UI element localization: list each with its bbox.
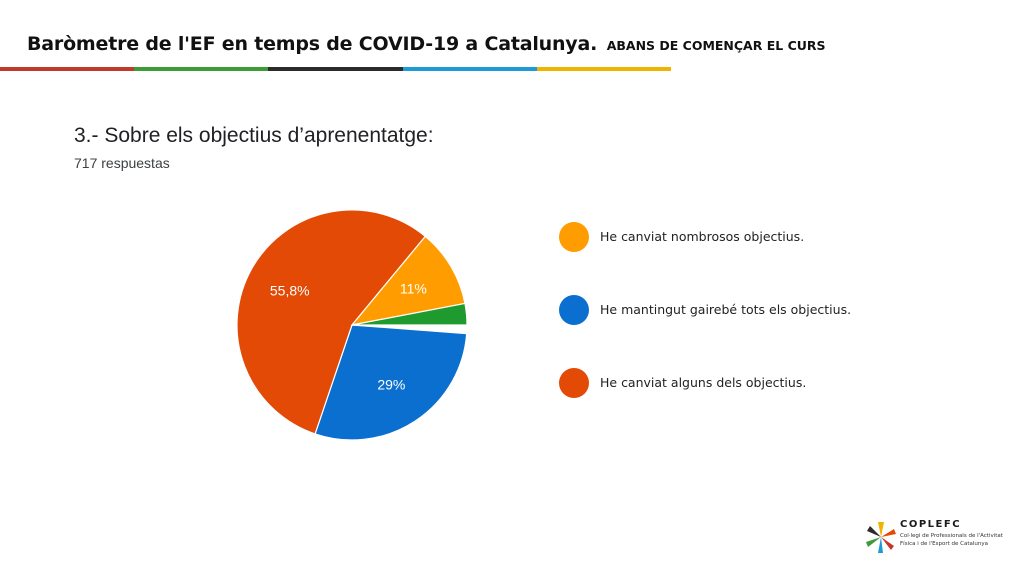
pie-data-label: 29% [377,376,405,392]
color-bar-segment [0,67,135,71]
legend-label: He canviat nombrosos objectius. [600,229,805,244]
legend-label: He mantingut gairebé tots els objectius. [600,302,852,317]
legend-marker [559,222,589,252]
logo-line-1: Col·legi de Professionals de l'Activitat [900,533,1003,539]
pie-slice [236,209,427,435]
pie-data-label: 55,8% [270,282,310,298]
slide-title: Baròmetre de l'EF en temps de COVID-19 a… [27,33,826,55]
color-bar-segment [268,67,403,71]
color-bar-segment [402,67,537,71]
legend-label: He canviat alguns dels objectius. [600,375,807,390]
pie-data-label: 11% [400,281,427,297]
legend-marker [559,368,589,398]
logo-line-2: Física i de l'Esport de Catalunya [900,541,989,547]
color-bar-segment [134,67,269,71]
header-color-bar [0,67,672,71]
star-burst-logo-icon [866,522,896,553]
pie-slice [350,235,466,326]
pie-slice [351,302,468,326]
coplefc-logo: COPLEFC Col·legi de Professionals de l'A… [864,519,1003,555]
question-title: 3.- Sobre els objectius d’aprenentatge: [74,124,434,147]
slide-title-subtitle: ABANS DE COMENÇAR EL CURS [606,38,826,53]
logo-name: COPLEFC [900,519,962,530]
legend-marker [559,295,589,325]
color-bar-segment [536,67,672,71]
pie-slice [314,324,468,441]
response-count: 717 respuestas [74,155,170,171]
slide-title-main: Baròmetre de l'EF en temps de COVID-19 a… [27,33,598,55]
